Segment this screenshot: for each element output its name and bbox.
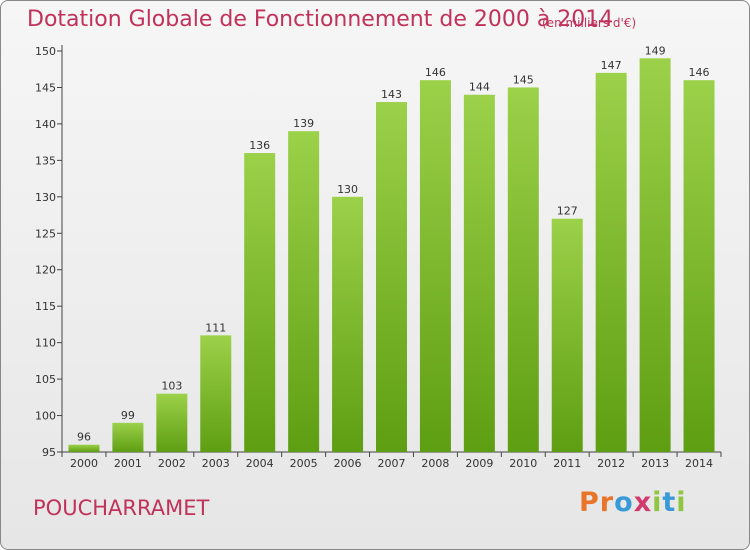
- x-tick-label: 2000: [70, 457, 98, 470]
- bar: [288, 131, 320, 452]
- bar-value-label: 145: [513, 73, 534, 86]
- bar-value-label: 146: [425, 66, 446, 79]
- y-tick-label: 115: [35, 300, 56, 313]
- commune-name: POUCHARRAMET: [33, 496, 210, 520]
- chart-title: Dotation Globale de Fonctionnement de 20…: [27, 7, 614, 32]
- bar-value-label: 130: [337, 183, 358, 196]
- bar: [156, 393, 188, 452]
- bar: [595, 72, 627, 452]
- bar: [332, 196, 364, 452]
- bar: [244, 153, 276, 452]
- logo-letter: i: [652, 487, 663, 518]
- bar: [507, 87, 539, 453]
- bar: [112, 422, 144, 452]
- x-tick-label: 2013: [641, 457, 669, 470]
- y-tick-label: 125: [35, 227, 56, 240]
- logo-letter: r: [599, 487, 615, 518]
- bar: [419, 80, 451, 452]
- bar-value-label: 139: [293, 117, 314, 130]
- logo-letter: x: [633, 487, 653, 518]
- y-tick-label: 145: [35, 81, 56, 94]
- bar-value-label: 143: [381, 88, 402, 101]
- chart-bars: [68, 58, 715, 453]
- logo-letter: o: [614, 487, 634, 518]
- chart-subtitle: (en milliers d'€): [542, 16, 637, 30]
- x-tick-label: 2004: [246, 457, 274, 470]
- bar-value-label: 111: [205, 321, 226, 334]
- bar-value-label: 96: [77, 431, 91, 444]
- y-tick-label: 100: [35, 410, 56, 423]
- y-tick-label: 135: [35, 154, 56, 167]
- bar-value-label: 147: [601, 59, 622, 72]
- y-tick-label: 150: [35, 45, 56, 58]
- logo-letter: i: [676, 487, 687, 518]
- x-tick-label: 2001: [114, 457, 142, 470]
- y-tick-label: 110: [35, 337, 56, 350]
- y-tick-label: 140: [35, 118, 56, 131]
- bar-value-label: 127: [557, 205, 578, 218]
- bar: [639, 58, 671, 453]
- y-tick-label: 105: [35, 373, 56, 386]
- bar-value-label: 103: [161, 380, 182, 393]
- x-tick-label: 2003: [202, 457, 230, 470]
- x-tick-label: 2014: [685, 457, 713, 470]
- x-tick-label: 2007: [378, 457, 406, 470]
- y-tick-label: 95: [42, 446, 56, 459]
- bar: [683, 80, 715, 452]
- bar-value-label: 144: [469, 81, 490, 94]
- x-tick-label: 2010: [509, 457, 537, 470]
- y-tick-label: 130: [35, 191, 56, 204]
- bar: [463, 94, 495, 452]
- logo-letter: t: [662, 487, 677, 518]
- bar-value-label: 136: [249, 139, 270, 152]
- bar-value-label: 99: [121, 409, 135, 422]
- logo-letter: P: [579, 487, 600, 518]
- bar: [68, 444, 100, 452]
- x-tick-label: 2011: [553, 457, 581, 470]
- bar-value-label: 149: [645, 44, 666, 57]
- bar-value-label: 146: [689, 66, 710, 79]
- bar: [551, 218, 583, 452]
- x-tick-label: 2005: [290, 457, 318, 470]
- x-tick-label: 2012: [597, 457, 625, 470]
- chart-axes: 95 100 105 110 115 120 125 130 135 140 145 150 2000 2…: [35, 45, 722, 470]
- bar: [200, 335, 232, 452]
- proxiti-logo[interactable]: Proxiti: [579, 487, 687, 518]
- x-tick-label: 2009: [465, 457, 493, 470]
- x-tick-label: 2006: [334, 457, 362, 470]
- x-tick-label: 2002: [158, 457, 186, 470]
- x-tick-label: 2008: [421, 457, 449, 470]
- chart-value-labels: 96 99 103 111 136 139 130 143 146 144 145 127 147 149…: [77, 44, 710, 443]
- y-tick-label: 120: [35, 264, 56, 277]
- bar: [376, 102, 407, 452]
